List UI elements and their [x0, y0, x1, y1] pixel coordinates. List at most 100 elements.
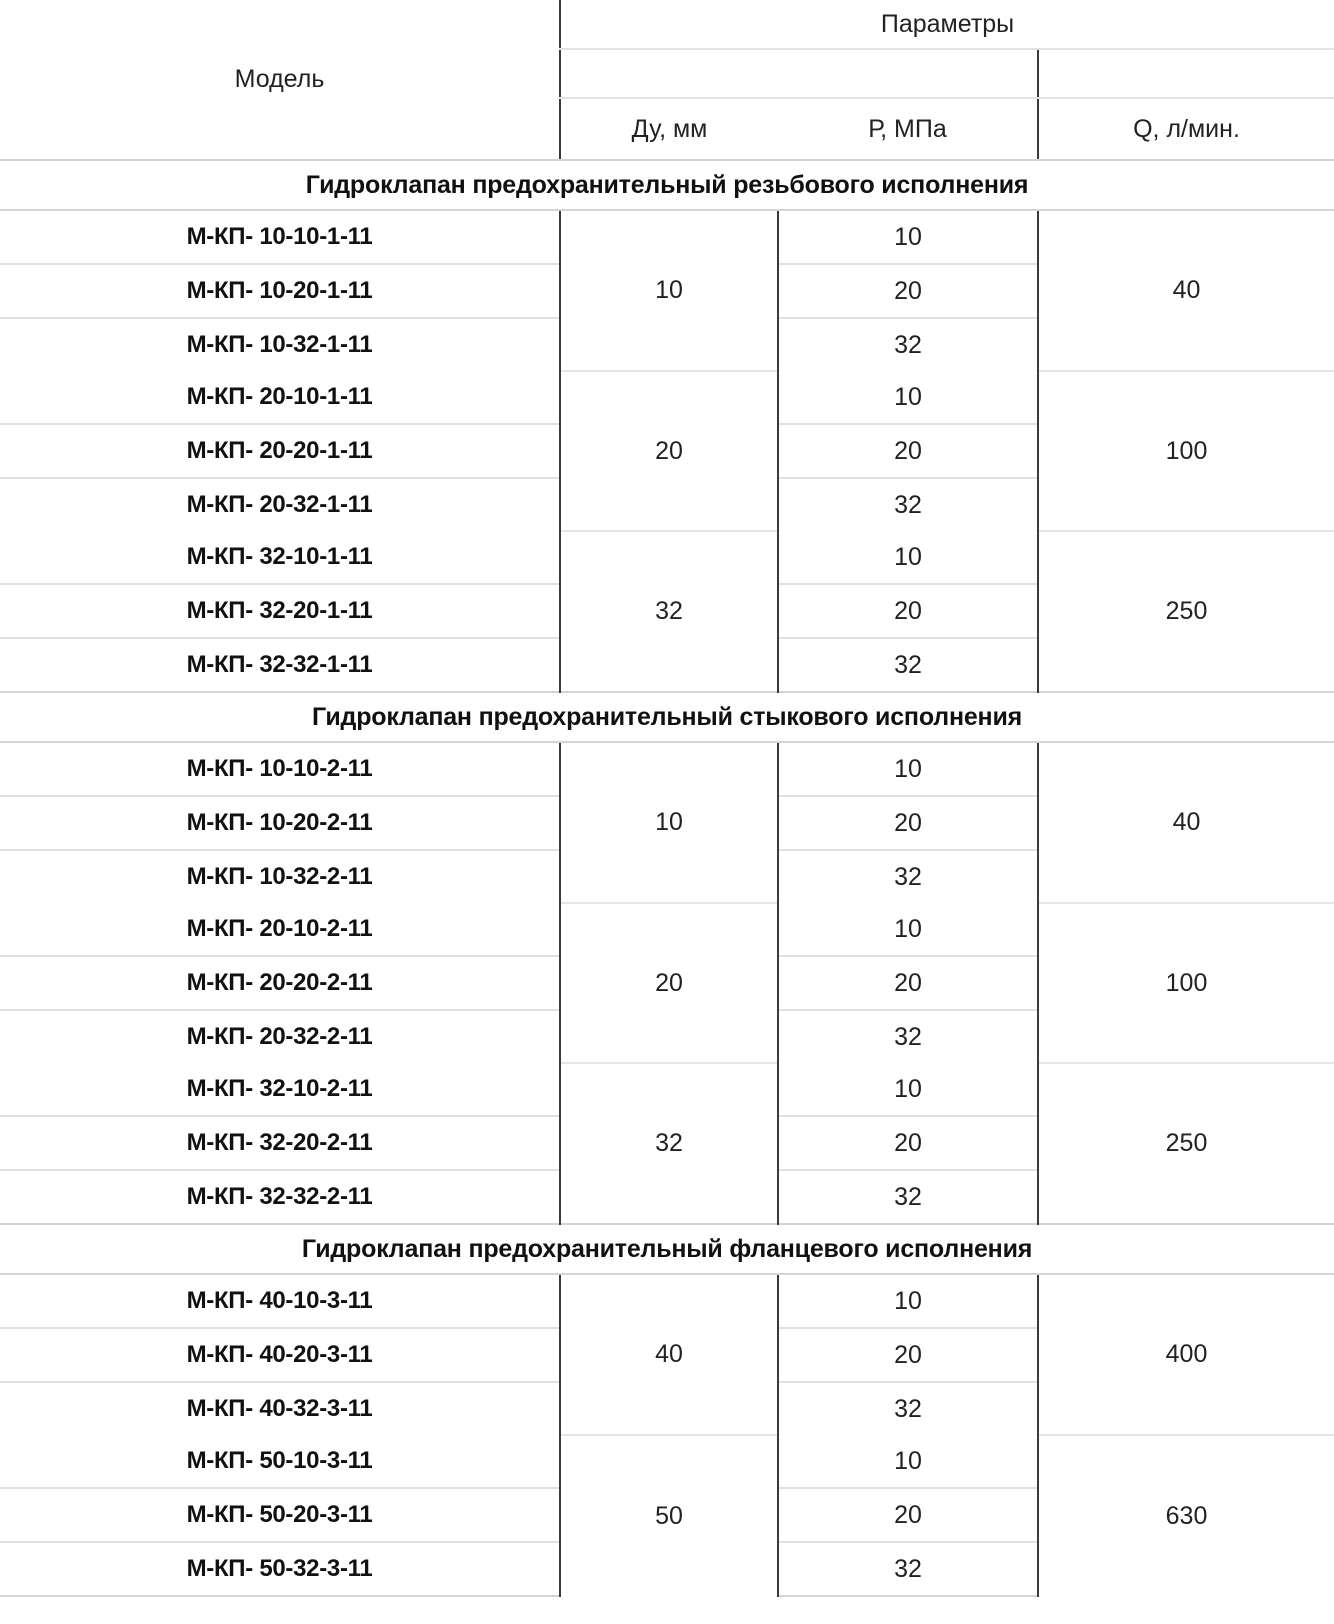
- cell-model: М-КП- 10-20-2-11: [0, 795, 560, 850]
- cell-model: М-КП- 40-20-3-11: [0, 1327, 560, 1382]
- cell-pressure: 20: [778, 955, 1038, 1010]
- cell-model: М-КП- 40-32-3-11: [0, 1381, 560, 1435]
- table-row: М-КП- 20-10-2-11 20 10 100: [0, 902, 1334, 1063]
- cell-model: М-КП- 32-20-1-11: [0, 583, 560, 638]
- header-spacer-p: [778, 49, 1038, 99]
- cell-flow: 250: [1036, 1062, 1334, 1224]
- cell-pressure: 20: [778, 583, 1038, 638]
- cell-flow: 630: [1036, 1434, 1334, 1596]
- table-row: М-КП- 20-20-2-11 20: [0, 955, 1334, 1010]
- table-row: М-КП- 32-20-2-11 20: [0, 1115, 1334, 1170]
- cell-du: 32: [559, 1062, 779, 1224]
- cell-pressure: 20: [778, 1327, 1038, 1382]
- cell-pressure: 32: [778, 317, 1038, 371]
- cell-du: 10: [559, 742, 779, 903]
- cell-model: М-КП- 10-20-1-11: [0, 263, 560, 318]
- section-title-row: Гидроклапан предохранительный резьбового…: [0, 159, 1334, 211]
- table-row: М-КП- 20-10-1-11 20 10 100: [0, 370, 1334, 531]
- cell-pressure: 10: [894, 1286, 922, 1315]
- cell-pressure: 20: [778, 263, 1038, 318]
- cell-du: 20: [559, 370, 779, 531]
- cell-model: М-КП- 20-20-1-11: [0, 423, 560, 478]
- cell-pressure: 32: [778, 1169, 1038, 1224]
- table-row: М-КП- 32-20-1-11 20: [0, 583, 1334, 638]
- cell-pressure: 10: [894, 222, 922, 251]
- section-title: Гидроклапан предохранительный фланцевого…: [0, 1223, 1334, 1275]
- table-row: М-КП- 10-20-1-11 20: [0, 263, 1334, 318]
- cell-model: М-КП- 10-32-2-11: [0, 849, 560, 903]
- cell-model: М-КП- 10-10-2-11: [186, 755, 373, 782]
- cell-model: М-КП- 32-32-1-11: [0, 637, 560, 692]
- cell-pressure: 32: [778, 637, 1038, 692]
- cell-pressure: 32: [778, 1541, 1038, 1597]
- cell-model: М-КП- 10-32-1-11: [0, 317, 560, 371]
- header-spacer-q: [1036, 49, 1334, 99]
- header-p: Р, МПа: [778, 98, 1038, 161]
- table-header: Модель Параметры Ду, мм Р, МПа Q, л/мин.: [0, 0, 1334, 161]
- cell-flow: 40: [1036, 742, 1334, 903]
- table-body: Гидроклапан предохранительный резьбового…: [0, 159, 1334, 1597]
- table-row: М-КП- 32-32-1-11 32: [0, 637, 1334, 692]
- cell-pressure: 10: [894, 542, 922, 571]
- cell-du: 50: [559, 1434, 779, 1596]
- table-row: М-КП- 32-10-2-11 32 10 250: [0, 1062, 1334, 1224]
- section-title: Гидроклапан предохранительный резьбового…: [0, 159, 1334, 211]
- table-row: М-КП- 20-32-2-11 32: [0, 1009, 1334, 1063]
- header-row-top: Модель Параметры: [0, 0, 1334, 161]
- cell-du: 40: [559, 1274, 779, 1435]
- table-row: М-КП- 32-32-2-11 32: [0, 1169, 1334, 1224]
- table-row: М-КП- 20-32-1-11 32: [0, 477, 1334, 531]
- table-row: М-КП- 10-20-2-11 20: [0, 795, 1334, 850]
- section-title: Гидроклапан предохранительный стыкового …: [0, 691, 1334, 743]
- cell-pressure: 10: [894, 1446, 922, 1475]
- table-row: М-КП- 32-10-1-11 32 10 250: [0, 530, 1334, 692]
- cell-pressure: 32: [778, 477, 1038, 531]
- table-row: М-КП- 10-10-1-11 10 10 40: [0, 210, 1334, 371]
- cell-du: 20: [559, 902, 779, 1063]
- cell-model: М-КП- 32-10-1-11: [186, 543, 373, 570]
- cell-pressure: 32: [778, 1381, 1038, 1435]
- cell-model: М-КП- 20-20-2-11: [0, 955, 560, 1010]
- cell-model: М-КП- 32-20-2-11: [0, 1115, 560, 1170]
- cell-du: 10: [559, 210, 779, 371]
- cell-pressure: 20: [778, 423, 1038, 478]
- cell-pressure: 32: [778, 849, 1038, 903]
- cell-flow: 250: [1036, 530, 1334, 692]
- cell-pressure: 20: [778, 1487, 1038, 1542]
- cell-model: М-КП- 50-10-3-11: [186, 1447, 373, 1474]
- table-row: М-КП- 20-20-1-11 20: [0, 423, 1334, 478]
- cell-flow: 40: [1036, 210, 1334, 371]
- table-row: М-КП- 50-32-3-11 32: [0, 1541, 1334, 1597]
- cell-model: М-КП- 20-32-2-11: [0, 1009, 560, 1063]
- cell-flow: 400: [1036, 1274, 1334, 1435]
- cell-model: М-КП- 20-32-1-11: [0, 477, 560, 531]
- header-row-sub: Ду, мм Р, МПа Q, л/мин.: [0, 98, 1334, 161]
- cell-model: М-КП- 50-20-3-11: [0, 1487, 560, 1542]
- cell-pressure: 20: [778, 795, 1038, 850]
- cell-du: 32: [559, 530, 779, 692]
- section-title-row: Гидроклапан предохранительный фланцевого…: [0, 1223, 1334, 1275]
- cell-model: М-КП- 32-10-2-11: [186, 1075, 373, 1102]
- header-parameters: Параметры: [558, 0, 1334, 50]
- table-row: М-КП- 50-20-3-11 20: [0, 1487, 1334, 1542]
- section-title-row: Гидроклапан предохранительный стыкового …: [0, 691, 1334, 743]
- cell-pressure: 10: [894, 754, 922, 783]
- table-row: М-КП- 40-32-3-11 32: [0, 1381, 1334, 1435]
- header-du: Ду, мм: [559, 98, 778, 161]
- table-row: М-КП- 10-32-1-11 32: [0, 317, 1334, 371]
- cell-model: М-КП- 32-32-2-11: [0, 1169, 560, 1224]
- cell-model: М-КП- 50-32-3-11: [0, 1541, 560, 1597]
- table-row: М-КП- 10-32-2-11 32: [0, 849, 1334, 903]
- cell-model: М-КП- 10-10-1-11: [186, 223, 373, 250]
- cell-pressure: 32: [778, 1009, 1038, 1063]
- header-model: Модель: [0, 0, 560, 161]
- header-q: Q, л/мин.: [1036, 98, 1334, 161]
- cell-model: М-КП- 20-10-2-11: [186, 915, 373, 942]
- header-row-spacer: [0, 49, 1334, 99]
- table-row: М-КП- 10-10-2-11 10 10 40: [0, 742, 1334, 903]
- table-row: М-КП- 40-20-3-11 20: [0, 1327, 1334, 1382]
- cell-model: М-КП- 20-10-1-11: [186, 383, 373, 410]
- cell-pressure: 10: [894, 382, 922, 411]
- cell-model: М-КП- 40-10-3-11: [186, 1287, 373, 1314]
